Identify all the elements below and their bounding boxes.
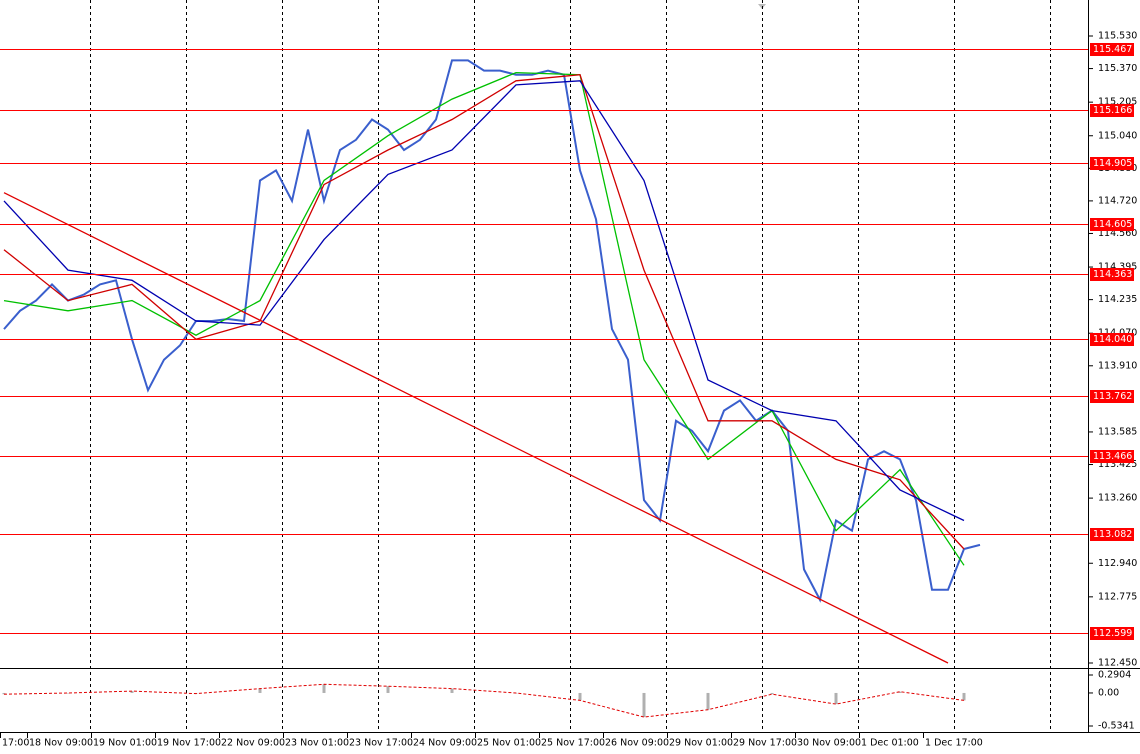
y-tick-label: 114.395 (1098, 262, 1137, 273)
level-label-box (1090, 104, 1134, 117)
y-tick-label: 112.940 (1098, 558, 1137, 569)
oscillator-bar (706, 692, 710, 710)
y-tick-label: 114.720 (1098, 195, 1137, 206)
level-label: 112.599 (1093, 628, 1132, 639)
oscillator-bar (130, 691, 134, 693)
indicator-line (3, 192, 949, 664)
oscillator-bar (450, 688, 454, 693)
level-label-box (1090, 450, 1134, 463)
level-label-box (1090, 157, 1134, 170)
x-tick-label: 17:00 (2, 738, 29, 749)
oscillator-bar (578, 692, 582, 701)
level-label: 114.040 (1093, 334, 1132, 345)
level-label-box (1090, 218, 1134, 231)
y-tick-label: 115.370 (1098, 63, 1137, 74)
level-label: 113.466 (1093, 451, 1132, 462)
oscillator-bar (962, 692, 966, 701)
level-label: 115.467 (1093, 44, 1132, 55)
y-tick-label: 0.2904 (1098, 670, 1131, 681)
y-tick-label: 113.910 (1098, 360, 1137, 371)
level-label-box (1090, 390, 1134, 403)
oscillator-bar (258, 688, 262, 693)
y-tick-label: 113.260 (1098, 493, 1137, 504)
level-label-box (1090, 43, 1134, 56)
y-tick-label: 112.450 (1098, 658, 1137, 669)
x-tick-label: 25 Nov 01:00 (477, 738, 541, 749)
x-tick-label: 29 Nov 01:00 (669, 738, 733, 749)
x-tick-label: 23 Nov 01:00 (285, 738, 349, 749)
x-tick-label: 25 Nov 17:00 (541, 738, 605, 749)
y-tick-label: 115.040 (1098, 130, 1137, 141)
x-tick-label: 22 Nov 09:00 (221, 738, 285, 749)
y-tick-label: -0.5341 (1098, 721, 1135, 732)
level-label: 113.762 (1093, 391, 1132, 402)
y-tick-label: 113.585 (1098, 426, 1137, 437)
price-line (3, 59, 981, 603)
y-tick-label: 113.425 (1098, 459, 1137, 470)
y-tick-label: 0.00 (1098, 687, 1119, 698)
indicator-line (3, 80, 965, 522)
oscillator-bar (898, 691, 902, 693)
oscillator-bar (66, 692, 70, 694)
x-tick-label: 19 Nov 17:00 (157, 738, 221, 749)
oscillator-bar (386, 686, 390, 693)
x-tick-label: 18 Nov 09:00 (29, 738, 93, 749)
y-tick-label: 114.560 (1098, 228, 1137, 239)
x-tick-label: 19 Nov 01:00 (93, 738, 157, 749)
y-tick-label: 115.530 (1098, 31, 1137, 42)
oscillator-bar (642, 692, 646, 718)
level-label-box (1090, 333, 1134, 346)
level-label-box (1090, 627, 1134, 640)
level-label: 114.363 (1093, 269, 1132, 280)
y-tick-label: 115.205 (1098, 97, 1137, 108)
x-tick-label: 26 Nov 09:00 (605, 738, 669, 749)
indicator-line (3, 71, 965, 566)
level-label: 114.905 (1093, 158, 1132, 169)
oscillator-bar (770, 692, 774, 695)
y-tick-label: 114.235 (1098, 294, 1137, 305)
y-tick-label: 112.775 (1098, 591, 1137, 602)
x-tick-label: 29 Nov 17:00 (733, 738, 797, 749)
oscillator-bar (322, 684, 326, 693)
level-label-box (1090, 528, 1134, 541)
oscillator-bar (834, 692, 838, 705)
x-tick-label: 30 Nov 09:00 (797, 738, 861, 749)
x-tick-label: 1 Dec 17:00 (925, 738, 983, 749)
level-label: 113.082 (1093, 529, 1132, 540)
x-tick-label: 24 Nov 09:00 (413, 738, 477, 749)
level-label: 115.166 (1093, 105, 1132, 116)
oscillator-line (3, 683, 965, 718)
x-tick-label: 23 Nov 17:00 (349, 738, 413, 749)
level-label: 114.605 (1093, 219, 1132, 230)
level-label-box (1090, 268, 1134, 281)
x-tick-label: 1 Dec 01:00 (861, 738, 919, 749)
oscillator-bar (2, 692, 6, 695)
indicator-line (3, 74, 965, 550)
